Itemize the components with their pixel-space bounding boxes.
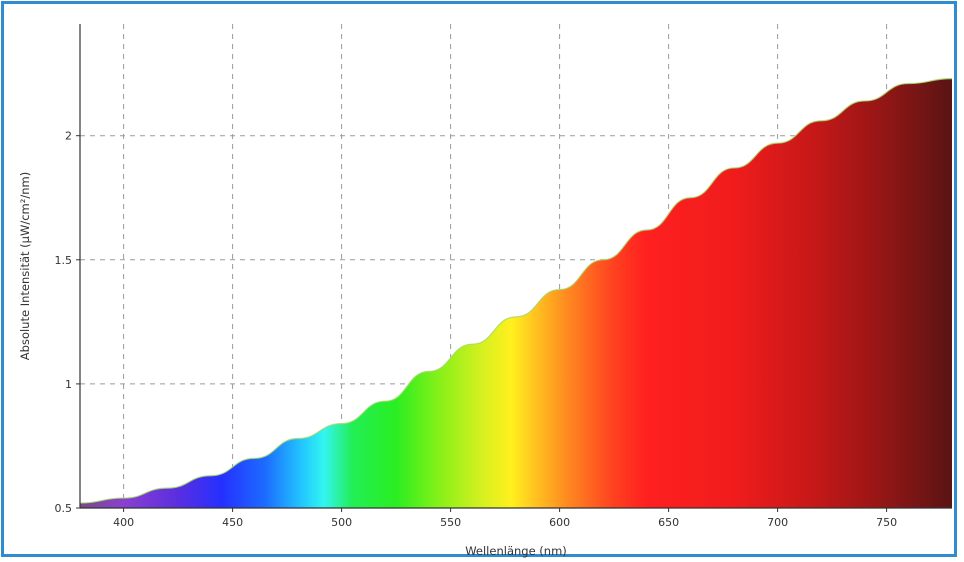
y-tick-label: 1 <box>65 378 72 391</box>
x-tick-label: 600 <box>549 516 570 529</box>
y-tick-labels: 0.5 1 1.5 2 <box>55 130 73 515</box>
spectrum-edge-line <box>79 78 953 504</box>
x-axis-label: Wellenlänge (nm) <box>465 544 567 558</box>
axes <box>76 24 952 512</box>
y-tick-label: 1.5 <box>55 254 73 267</box>
y-tick-label: 0.5 <box>55 502 73 515</box>
x-tick-label: 750 <box>876 516 897 529</box>
y-axis-label: Absolute Intensität (µW/cm²/nm) <box>18 172 32 360</box>
x-tick-label: 500 <box>331 516 352 529</box>
y-tick-label: 2 <box>65 130 72 143</box>
x-tick-label: 550 <box>440 516 461 529</box>
spectrum-area-layer <box>79 78 953 508</box>
x-tick-label: 450 <box>222 516 243 529</box>
x-tick-label: 650 <box>658 516 679 529</box>
spectrum-area <box>80 78 952 508</box>
x-tick-label: 400 <box>113 516 134 529</box>
x-tick-labels: 400 450 500 550 600 650 700 750 <box>113 516 897 529</box>
x-tick-label: 700 <box>767 516 788 529</box>
